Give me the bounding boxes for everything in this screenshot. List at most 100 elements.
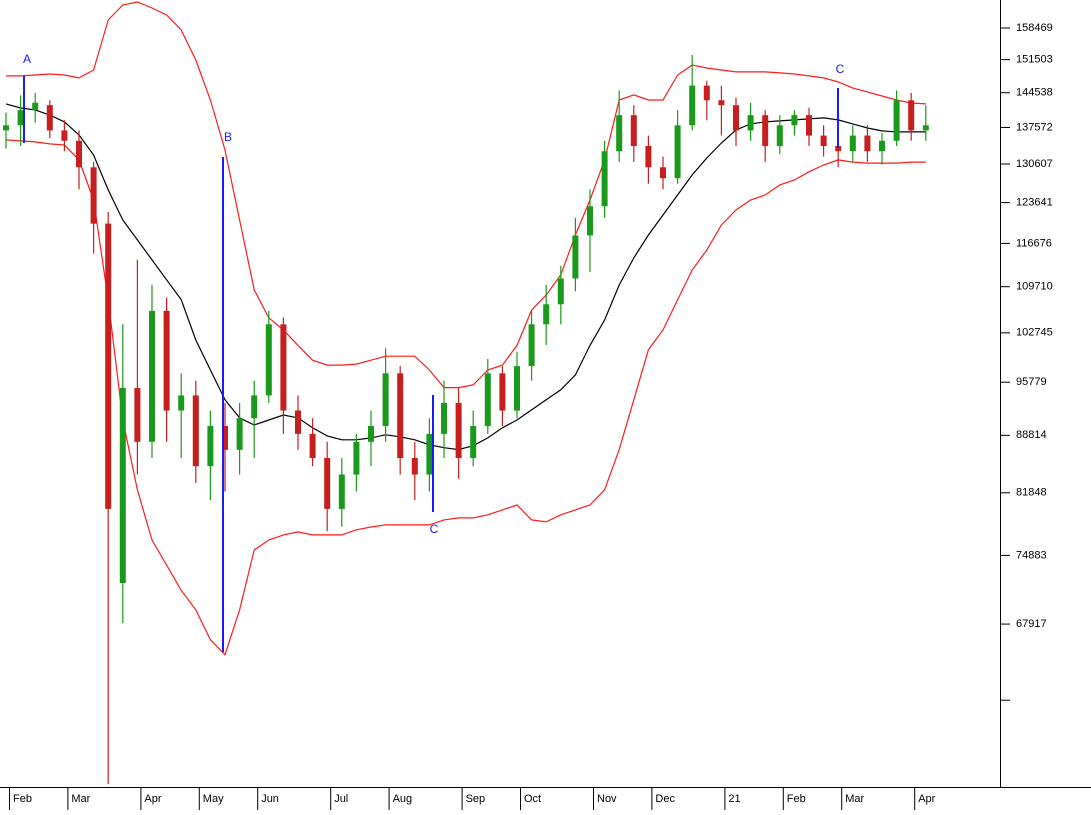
candle-body bbox=[660, 167, 666, 179]
candle-body bbox=[17, 110, 24, 126]
candle-body bbox=[893, 100, 900, 141]
candle-body bbox=[601, 151, 608, 207]
candle-body bbox=[820, 135, 827, 146]
candle-body bbox=[207, 426, 214, 467]
x-tick-label: Mar bbox=[71, 793, 90, 805]
candle-body bbox=[163, 310, 170, 411]
y-tick-label: 137572 bbox=[1016, 121, 1053, 133]
candle-body bbox=[908, 100, 915, 131]
candle-body bbox=[222, 426, 228, 450]
candle-body bbox=[411, 457, 418, 475]
candle-body bbox=[251, 395, 258, 419]
y-tick-label: 95779 bbox=[1016, 376, 1047, 388]
candle-body bbox=[557, 278, 564, 305]
x-tick-label: Nov bbox=[597, 793, 617, 805]
candle-body bbox=[338, 474, 345, 509]
y-tick-label: 130607 bbox=[1016, 158, 1053, 170]
y-tick-label: 116676 bbox=[1016, 237, 1052, 249]
candle-body bbox=[382, 373, 389, 427]
candle-body bbox=[733, 105, 739, 131]
y-tick-label: 109710 bbox=[1016, 281, 1053, 293]
candle-body bbox=[806, 115, 812, 136]
candle-body bbox=[776, 125, 783, 146]
candle-body bbox=[587, 206, 593, 236]
candle-body bbox=[134, 387, 141, 442]
candle-body bbox=[280, 324, 287, 411]
candle-body bbox=[514, 366, 520, 411]
y-tick-label: 144538 bbox=[1016, 87, 1053, 99]
candle-body bbox=[426, 433, 433, 475]
y-tick-label: 123641 bbox=[1016, 196, 1053, 208]
y-tick-label: 88814 bbox=[1016, 429, 1047, 441]
y-tick-label: 102745 bbox=[1016, 327, 1053, 339]
candle-body bbox=[791, 115, 798, 126]
candle-body bbox=[470, 426, 477, 458]
candle-body bbox=[455, 402, 462, 458]
y-tick-label: 67917 bbox=[1016, 618, 1047, 630]
candle-body bbox=[178, 395, 185, 411]
candle-body bbox=[397, 373, 404, 458]
candle-body bbox=[76, 140, 82, 168]
candle-body bbox=[295, 410, 301, 434]
plot-area bbox=[3, 1, 929, 785]
candle-body bbox=[572, 235, 579, 279]
candle-body bbox=[630, 115, 637, 146]
candle-body bbox=[616, 115, 623, 152]
candle-body bbox=[689, 85, 696, 126]
candle-body bbox=[90, 167, 97, 224]
candle-body bbox=[32, 102, 39, 111]
annotation: B bbox=[224, 130, 232, 144]
candle-body bbox=[149, 310, 155, 442]
x-tick-label: Mar bbox=[845, 793, 864, 805]
candle-body bbox=[324, 457, 331, 509]
candle-body bbox=[864, 135, 871, 152]
y-tick-label: 151503 bbox=[1016, 54, 1053, 66]
candle-body bbox=[441, 402, 447, 434]
x-tick-label: Jul bbox=[334, 793, 348, 805]
candle-body bbox=[105, 223, 112, 509]
x-tick-label: Feb bbox=[787, 793, 806, 805]
x-tick-label: Sep bbox=[466, 793, 486, 805]
candle-body bbox=[543, 304, 550, 325]
y-tick-label: 158469 bbox=[1016, 22, 1053, 34]
x-tick-label: Feb bbox=[13, 793, 32, 805]
x-tick-label: Jun bbox=[261, 793, 279, 805]
x-tick-label: Apr bbox=[144, 793, 161, 805]
candle-body bbox=[192, 395, 199, 467]
annotation: C bbox=[430, 522, 439, 536]
candle-body bbox=[922, 125, 929, 131]
candle-body bbox=[3, 125, 9, 131]
candle-body bbox=[762, 115, 769, 146]
x-tick-label: Aug bbox=[393, 793, 413, 805]
band-line bbox=[6, 1, 926, 389]
candle-body bbox=[499, 373, 506, 411]
y-tick-label: 74883 bbox=[1016, 549, 1047, 561]
annotation: C bbox=[836, 62, 845, 76]
candle-body bbox=[265, 324, 272, 396]
candle-body bbox=[236, 418, 243, 450]
x-tick-label: 21 bbox=[728, 793, 740, 805]
x-tick-label: Apr bbox=[918, 793, 935, 805]
candle-body bbox=[61, 130, 68, 141]
annotation: A bbox=[23, 52, 31, 66]
candle-body bbox=[835, 145, 842, 152]
candle-body bbox=[484, 373, 491, 427]
candle-body bbox=[528, 324, 535, 367]
candle-body bbox=[849, 135, 856, 152]
x-tick-label: May bbox=[203, 793, 224, 805]
candle-body bbox=[703, 85, 710, 101]
y-tick-label: 81848 bbox=[1016, 487, 1047, 499]
candle-body bbox=[718, 100, 725, 106]
band-line bbox=[5, 139, 926, 656]
x-tick-label: Oct bbox=[524, 793, 541, 805]
candle-body bbox=[309, 433, 316, 458]
band-line bbox=[5, 103, 926, 451]
candle-body bbox=[46, 105, 53, 131]
candle-body bbox=[879, 140, 885, 152]
candle-body bbox=[353, 441, 360, 475]
candle-body bbox=[674, 125, 681, 179]
candle-body bbox=[747, 115, 754, 131]
candle-body bbox=[368, 426, 374, 442]
candle-body bbox=[645, 145, 652, 168]
